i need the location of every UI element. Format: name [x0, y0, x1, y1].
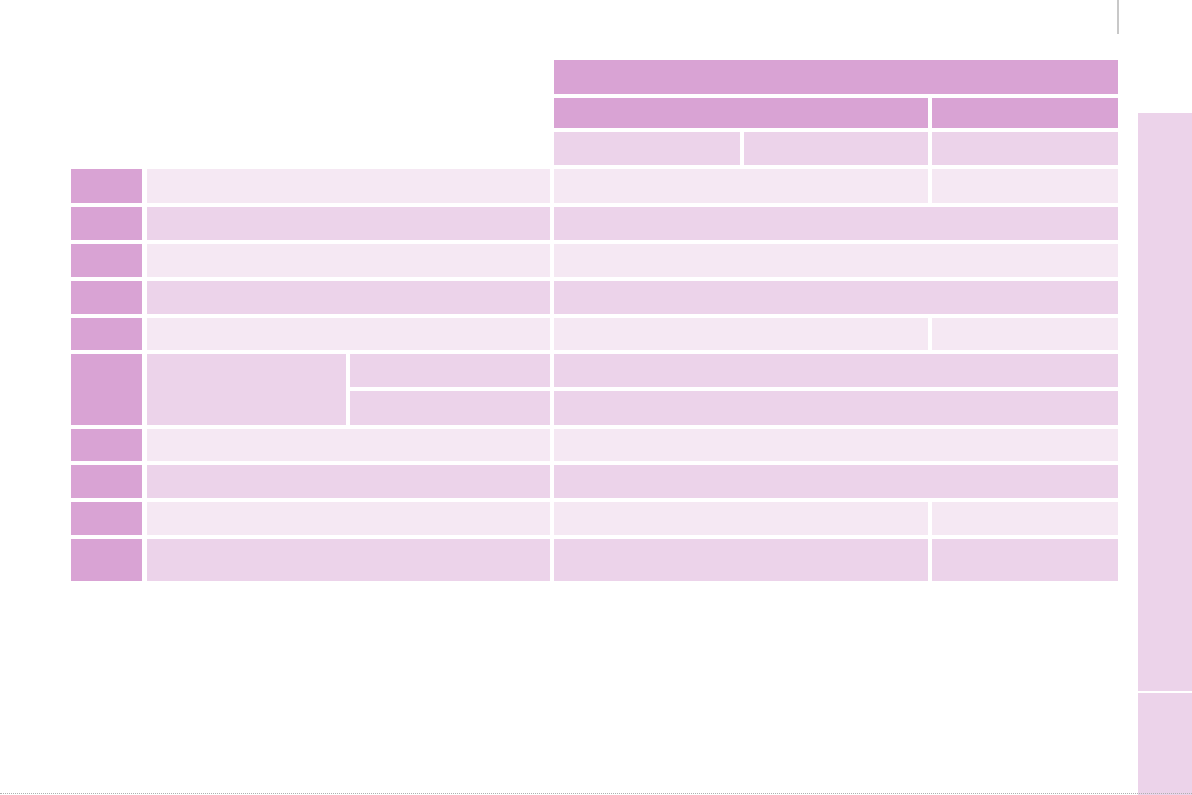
cell	[350, 391, 550, 425]
cell	[147, 318, 550, 350]
cell	[554, 502, 928, 535]
cell	[554, 354, 1118, 387]
cell	[350, 354, 550, 387]
cell	[554, 318, 928, 350]
header-cell	[554, 132, 740, 165]
row-label	[71, 429, 142, 461]
top-rule	[1117, 0, 1119, 34]
row-label	[71, 244, 142, 277]
cell	[932, 318, 1118, 350]
cell	[554, 391, 1118, 425]
cell	[147, 281, 550, 314]
cell	[932, 169, 1118, 203]
row-label	[71, 354, 142, 425]
cell	[932, 539, 1118, 581]
row-label	[71, 539, 142, 581]
cell	[554, 429, 1118, 461]
cell	[932, 502, 1118, 535]
row-label	[71, 465, 142, 498]
cell	[147, 169, 550, 203]
cell	[147, 354, 346, 425]
cell	[147, 429, 550, 461]
cell	[147, 502, 550, 535]
cell	[147, 539, 550, 581]
cell	[554, 207, 1118, 240]
side-tab-divider	[1138, 691, 1192, 693]
bottom-rule	[0, 793, 1192, 794]
cell	[554, 465, 1118, 498]
row-label	[71, 169, 142, 203]
header-cell	[744, 132, 928, 165]
cell	[554, 244, 1118, 277]
cell	[554, 281, 1118, 314]
side-tab	[1138, 113, 1192, 795]
header-cell	[554, 98, 928, 128]
cell	[554, 539, 928, 581]
cell	[147, 465, 550, 498]
row-label	[71, 207, 142, 240]
header-cell	[932, 132, 1118, 165]
cell	[147, 207, 550, 240]
row-label	[71, 281, 142, 314]
header-cell	[554, 60, 1118, 94]
row-label	[71, 502, 142, 535]
cell	[147, 244, 550, 277]
header-cell	[932, 98, 1118, 128]
row-label	[71, 318, 142, 350]
cell	[554, 169, 928, 203]
